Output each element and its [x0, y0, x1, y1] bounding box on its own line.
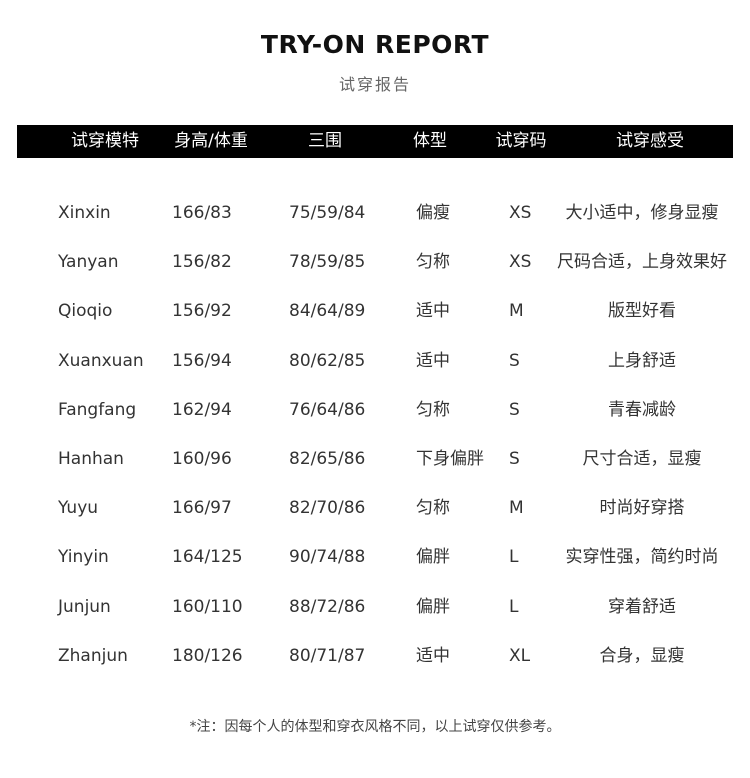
model-name: Hanhan — [58, 449, 124, 469]
table-row: Junjun 160/110 88/72/86 偏胖 L 穿着舒适 — [0, 592, 750, 622]
body-type: 适中 — [416, 645, 450, 666]
body-type: 匀称 — [416, 399, 450, 420]
model-name: Xinxin — [58, 203, 111, 223]
measurements: 82/65/86 — [289, 449, 366, 469]
feedback: 时尚好穿搭 — [599, 498, 685, 519]
model-name: Qioqio — [58, 301, 113, 322]
size: M — [509, 498, 524, 519]
size: XS — [509, 203, 532, 223]
report-title: TRY-ON REPORT — [260, 30, 490, 59]
size: S — [509, 449, 520, 469]
height-weight: 162/94 — [172, 399, 232, 420]
header-feedback: 试穿感受 — [616, 131, 684, 151]
table-row: Hanhan 160/96 82/65/86 下身偏胖 S 尺寸合适，显瘦 — [0, 444, 750, 474]
header-body-type: 体型 — [413, 131, 447, 151]
size: S — [509, 350, 520, 371]
feedback: 上身舒适 — [608, 350, 676, 371]
header-measurements: 三围 — [308, 131, 342, 151]
feedback: 尺寸合适，显瘦 — [582, 449, 702, 469]
size: S — [509, 399, 520, 420]
footnote: *注：因每个人的体型和穿衣风格不同，以上试穿仅供参考。 — [189, 719, 561, 735]
header-height-weight: 身高/体重 — [174, 131, 248, 151]
height-weight: 180/126 — [172, 645, 243, 666]
body-type: 下身偏胖 — [416, 449, 484, 469]
measurements: 80/71/87 — [289, 645, 366, 666]
feedback: 实穿性强，简约时尚 — [565, 547, 719, 568]
table-row: Fangfang 162/94 76/64/86 匀称 S 青春减龄 — [0, 395, 750, 425]
table-row: Xinxin 166/83 75/59/84 偏瘦 XS 大小适中，修身显瘦 — [0, 198, 750, 228]
size: XL — [509, 645, 531, 666]
feedback: 青春减龄 — [608, 399, 676, 420]
model-name: Yanyan — [58, 252, 119, 273]
height-weight: 166/97 — [172, 498, 232, 519]
height-weight: 166/83 — [172, 203, 232, 223]
height-weight: 156/92 — [172, 301, 232, 322]
measurements: 84/64/89 — [289, 301, 366, 322]
size: L — [509, 547, 519, 568]
model-name: Zhanjun — [58, 645, 128, 666]
model-name: Yinyin — [58, 547, 109, 568]
feedback: 版型好看 — [608, 301, 676, 322]
feedback: 尺码合适，上身效果好 — [557, 252, 727, 273]
body-type: 偏胖 — [416, 596, 450, 617]
measurements: 88/72/86 — [289, 596, 366, 617]
measurements: 90/74/88 — [289, 547, 366, 568]
size: XS — [509, 252, 532, 273]
body-type: 偏瘦 — [416, 203, 450, 223]
report-subtitle: 试穿报告 — [338, 75, 411, 94]
measurements: 80/62/85 — [289, 350, 366, 371]
model-name: Junjun — [58, 596, 111, 617]
measurements: 76/64/86 — [289, 399, 366, 420]
table-row: Yinyin 164/125 90/74/88 偏胖 L 实穿性强，简约时尚 — [0, 542, 750, 572]
feedback: 大小适中，修身显瘦 — [565, 203, 719, 223]
height-weight: 164/125 — [172, 547, 243, 568]
measurements: 75/59/84 — [289, 203, 366, 223]
body-type: 适中 — [416, 350, 450, 371]
table-row: Xuanxuan 156/94 80/62/85 适中 S 上身舒适 — [0, 346, 750, 376]
feedback: 穿着舒适 — [608, 596, 676, 617]
height-weight: 156/82 — [172, 252, 232, 273]
height-weight: 160/110 — [172, 596, 243, 617]
body-type: 偏胖 — [416, 547, 450, 568]
table-row: Zhanjun 180/126 80/71/87 适中 XL 合身，显瘦 — [0, 641, 750, 671]
header-model: 试穿模特 — [71, 131, 139, 151]
feedback: 合身，显瘦 — [599, 645, 685, 666]
body-type: 匀称 — [416, 498, 450, 519]
model-name: Xuanxuan — [58, 350, 144, 371]
table-row: Yuyu 166/97 82/70/86 匀称 M 时尚好穿搭 — [0, 493, 750, 523]
size: L — [509, 596, 519, 617]
model-name: Fangfang — [58, 399, 137, 420]
table-row: Yanyan 156/82 78/59/85 匀称 XS 尺码合适，上身效果好 — [0, 247, 750, 277]
height-weight: 160/96 — [172, 449, 232, 469]
size: M — [509, 301, 524, 322]
table-row: Qioqio 156/92 84/64/89 适中 M 版型好看 — [0, 296, 750, 326]
body-type: 匀称 — [416, 252, 450, 273]
table-header: 试穿模特 身高/体重 三围 体型 试穿码 试穿感受 — [17, 125, 733, 158]
measurements: 82/70/86 — [289, 498, 366, 519]
height-weight: 156/94 — [172, 350, 232, 371]
header-size: 试穿码 — [495, 131, 547, 151]
body-type: 适中 — [416, 301, 450, 322]
model-name: Yuyu — [58, 498, 99, 519]
measurements: 78/59/85 — [289, 252, 366, 273]
